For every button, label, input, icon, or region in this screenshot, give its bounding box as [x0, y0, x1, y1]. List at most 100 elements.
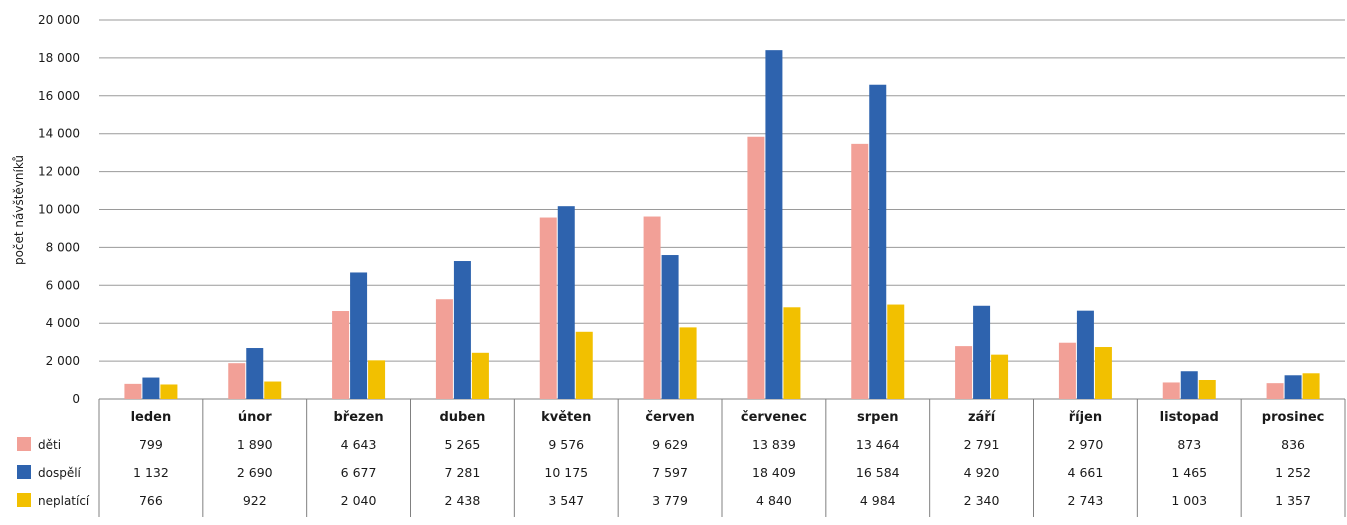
- data-label: 766: [139, 493, 163, 508]
- data-label: 2 970: [1068, 437, 1104, 452]
- category-label: březen: [333, 410, 383, 425]
- bar: [991, 354, 1009, 399]
- y-tick-label: 4 000: [46, 316, 80, 330]
- data-label: 922: [243, 493, 267, 508]
- legend-swatch: [17, 437, 31, 451]
- category-label: září: [968, 410, 997, 425]
- legend-label: děti: [38, 438, 61, 452]
- bar: [1266, 383, 1284, 399]
- bar: [765, 50, 783, 400]
- bar: [1076, 310, 1094, 399]
- data-label: 16 584: [856, 465, 900, 480]
- category-label: duben: [439, 410, 485, 425]
- bar: [575, 331, 593, 399]
- data-label: 799: [139, 437, 163, 452]
- y-tick-label: 0: [72, 392, 80, 406]
- data-label: 10 175: [544, 465, 588, 480]
- data-label: 4 984: [860, 493, 896, 508]
- bar: [1162, 382, 1180, 399]
- data-label: 1 890: [237, 437, 273, 452]
- bar: [160, 384, 178, 399]
- y-tick-label: 6 000: [46, 278, 80, 292]
- data-label: 4 920: [964, 465, 1000, 480]
- data-label: 1 465: [1171, 465, 1207, 480]
- bar: [1058, 342, 1076, 399]
- data-label: 2 340: [964, 493, 1000, 508]
- legend-label: neplatící: [38, 494, 90, 508]
- bar: [973, 305, 991, 399]
- category-label: listopad: [1160, 410, 1219, 425]
- y-axis-label: počet návštěvníků: [12, 155, 26, 265]
- bar: [246, 348, 264, 399]
- data-label: 4 840: [756, 493, 792, 508]
- bar: [955, 346, 973, 399]
- bar: [332, 311, 350, 399]
- data-label: 9 629: [652, 437, 688, 452]
- y-axis: 0 2 000 4 000 6 000 8 000 10 000 12 000 14 000 1…: [38, 13, 80, 406]
- bar: [1180, 371, 1198, 399]
- data-label: 1 357: [1275, 493, 1311, 508]
- data-label: 5 265: [445, 437, 481, 452]
- bar: [539, 217, 557, 399]
- bar: [643, 216, 661, 399]
- category-label: leden: [131, 410, 172, 425]
- data-label: 4 643: [341, 437, 377, 452]
- legend-swatch: [17, 465, 31, 479]
- data-label: 836: [1281, 437, 1305, 452]
- bar: [1284, 375, 1302, 399]
- bar: [1094, 347, 1112, 399]
- bars: [124, 50, 1320, 400]
- data-label: 2 690: [237, 465, 273, 480]
- category-label: červen: [645, 410, 694, 425]
- data-label: 9 576: [548, 437, 584, 452]
- gridlines: [99, 19, 1345, 400]
- bar: [1302, 373, 1320, 399]
- bar: [435, 299, 453, 399]
- data-label: 4 661: [1068, 465, 1104, 480]
- bar: [557, 206, 575, 399]
- bar: [368, 360, 386, 399]
- data-label: 7 597: [652, 465, 688, 480]
- category-label: srpen: [857, 410, 899, 425]
- legend-label: dospělí: [38, 466, 82, 480]
- data-label: 13 464: [856, 437, 900, 452]
- data-label: 3 779: [652, 493, 688, 508]
- data-label: 2 040: [341, 493, 377, 508]
- bar: [851, 143, 869, 399]
- data-label: 873: [1177, 437, 1201, 452]
- y-tick-label: 2 000: [46, 354, 80, 368]
- data-label: 13 839: [752, 437, 796, 452]
- data-label: 7 281: [445, 465, 481, 480]
- data-label: 1 003: [1171, 493, 1207, 508]
- data-label: 6 677: [341, 465, 377, 480]
- bar: [228, 363, 246, 399]
- y-tick-label: 18 000: [38, 51, 80, 65]
- y-tick-label: 10 000: [38, 203, 80, 217]
- bar: [471, 352, 489, 399]
- data-label: 1 252: [1275, 465, 1311, 480]
- data-label: 2 743: [1068, 493, 1104, 508]
- data-label: 1 132: [133, 465, 169, 480]
- bar: [264, 381, 282, 399]
- legend-swatch: [17, 493, 31, 507]
- y-tick-label: 14 000: [38, 127, 80, 141]
- bar: [783, 307, 801, 399]
- bar: [869, 84, 887, 399]
- bar: [1198, 379, 1216, 399]
- category-label: prosinec: [1262, 410, 1325, 425]
- bar: [142, 377, 160, 399]
- data-label: 18 409: [752, 465, 796, 480]
- data-label: 2 438: [445, 493, 481, 508]
- bar: [661, 255, 679, 399]
- bar: [453, 261, 471, 399]
- category-label: květen: [541, 410, 591, 425]
- y-tick-label: 8 000: [46, 240, 80, 254]
- data-label: 3 547: [548, 493, 584, 508]
- bar: [679, 327, 697, 399]
- bar: [350, 272, 368, 399]
- category-label: únor: [238, 410, 272, 425]
- data-table: leden únor březen duben květen červen červenec…: [17, 399, 1346, 517]
- category-label: červenec: [741, 410, 807, 425]
- bar: [747, 136, 765, 399]
